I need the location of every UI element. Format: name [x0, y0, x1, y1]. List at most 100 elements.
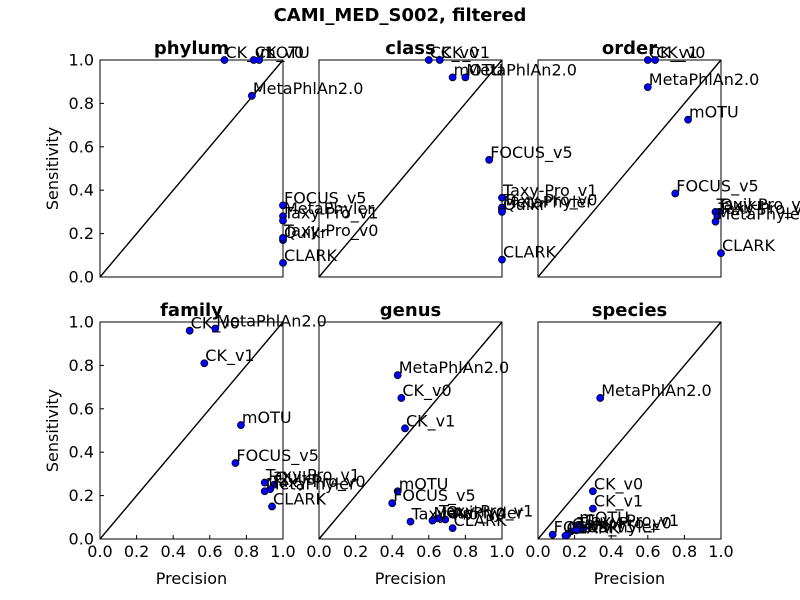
x-tick-label: 0.8: [453, 542, 478, 561]
point-label: CLARK: [284, 246, 338, 265]
point-label: MetaPhyler: [284, 199, 374, 218]
y-tick-label: 0.8: [69, 94, 94, 113]
point-label: MetaPhyler: [568, 518, 658, 537]
panel-title: class: [385, 38, 435, 59]
axes-frame: [99, 321, 284, 540]
data-point: [498, 255, 506, 264]
data-point: [684, 115, 692, 124]
data-point: [185, 326, 194, 335]
data-point: [448, 524, 457, 533]
point-label: MetaPhlAn2.0: [466, 60, 577, 79]
point-label: CK_v1: [205, 346, 254, 366]
axes-frame: [99, 59, 284, 278]
y-tick-label: 0.2: [69, 224, 94, 243]
data-point: [498, 193, 506, 202]
point-label: mOTU: [242, 408, 292, 427]
point-label: CLARK: [273, 489, 327, 508]
axes-frame: [537, 59, 722, 278]
point-label: CK_v0: [656, 43, 705, 63]
x-axis-label: Precision: [594, 569, 665, 588]
point-label: FOCUS_v5: [676, 176, 758, 196]
y-axis-label: Sensitivity: [43, 127, 62, 210]
diagonal-line: [318, 321, 503, 540]
y-tick-label: 0.6: [69, 399, 94, 418]
x-tick-label: 0.6: [635, 542, 660, 561]
panel-genus: genus 0.0 0.2 0.4 0.6 0.8 1.0 Precision MetaPhlA…: [306, 300, 533, 588]
data-point: [651, 56, 660, 64]
point-label: Taxy-Pro_v0: [502, 191, 597, 211]
x-tick-label: 0.0: [87, 542, 112, 561]
panel-class: classCK_v0CK_v1mOTUMetaPhlAn2.0FOCUS_v5T…: [318, 38, 597, 278]
point-label: CK_v0: [255, 43, 304, 63]
panel-title: order: [602, 38, 657, 59]
data-point: [572, 526, 581, 535]
point-label: Quikr: [720, 195, 763, 214]
data-point: [561, 531, 570, 540]
point-label: MetaPhlAn2.0: [399, 358, 510, 377]
diagonal-line: [537, 59, 722, 278]
data-point: [589, 504, 597, 513]
data-point: [461, 73, 470, 82]
point-label: Taxy-Pro_v1: [283, 204, 378, 224]
data-point: [260, 487, 269, 496]
data-point: [393, 487, 402, 496]
data-point: [247, 91, 256, 100]
x-tick-label: 0.0: [525, 542, 550, 561]
x-tick-label: 1.0: [270, 542, 295, 561]
x-tick-label: 0.8: [672, 542, 697, 561]
point-label: CK_v0: [594, 474, 643, 494]
point-label: mOTU: [689, 103, 739, 122]
data-point: [643, 83, 652, 92]
y-tick-label: 1.0: [69, 313, 94, 332]
panel-title: genus: [380, 300, 441, 321]
x-tick-label: 0.6: [416, 542, 441, 561]
data-point: [393, 371, 402, 380]
data-point: [589, 487, 597, 496]
point-label: MetaPhlAn2.0: [253, 79, 364, 98]
data-point: [397, 394, 406, 402]
data-point: [596, 394, 605, 402]
panel-title: species: [592, 300, 668, 321]
point-label: CK_v0: [402, 381, 451, 401]
y-axis-label: Sensitivity: [43, 389, 62, 472]
point-label: Taxy-Pro_v0: [717, 199, 800, 219]
point-label: Taxy-Pro_v0: [411, 505, 506, 525]
x-tick-label: 0.0: [306, 542, 331, 561]
y-tick-label: 0.6: [69, 137, 94, 156]
panel-title: family: [160, 300, 223, 321]
data-point: [498, 207, 506, 216]
data-point: [279, 258, 287, 267]
diagonal-line: [99, 321, 284, 540]
point-label: mOTU: [399, 474, 449, 493]
data-point: [255, 56, 264, 64]
point-label: MetaPhyler: [503, 193, 593, 212]
point-label: CK_v0: [191, 314, 240, 334]
point-label: Taxy-Pro_v1: [438, 501, 533, 521]
data-point: [435, 56, 444, 64]
point-label: Taxy-Pro_v1: [716, 195, 800, 215]
y-tick-label: 0.0: [69, 268, 94, 287]
data-point: [579, 524, 588, 533]
y-tick-label: 0.4: [69, 443, 94, 462]
data-point: [231, 459, 240, 467]
data-point: [279, 216, 287, 225]
data-point: [237, 421, 245, 429]
point-label: CK_v1: [594, 492, 643, 512]
point-label: Taxy-Pro_v0: [576, 513, 671, 533]
x-axis-label: Precision: [375, 569, 446, 588]
y-tick-label: 0.8: [69, 356, 94, 375]
data-point: [428, 516, 437, 525]
x-tick-label: 0.8: [234, 542, 259, 561]
point-label: CK_v1: [649, 43, 698, 63]
data-point: [448, 73, 457, 82]
diagonal-line: [537, 321, 722, 540]
data-point: [406, 517, 415, 526]
point-label: FOCUS_v5: [284, 188, 366, 208]
point-label: FOCUS_v5: [490, 143, 572, 163]
x-tick-label: 0.4: [379, 542, 404, 561]
axes-frame: [318, 59, 503, 278]
data-point: [211, 324, 220, 333]
data-point: [401, 424, 409, 433]
point-label: Taxy-Pro_v0: [283, 221, 378, 241]
figure-title: CAMI_MED_S002, filtered: [274, 5, 527, 26]
